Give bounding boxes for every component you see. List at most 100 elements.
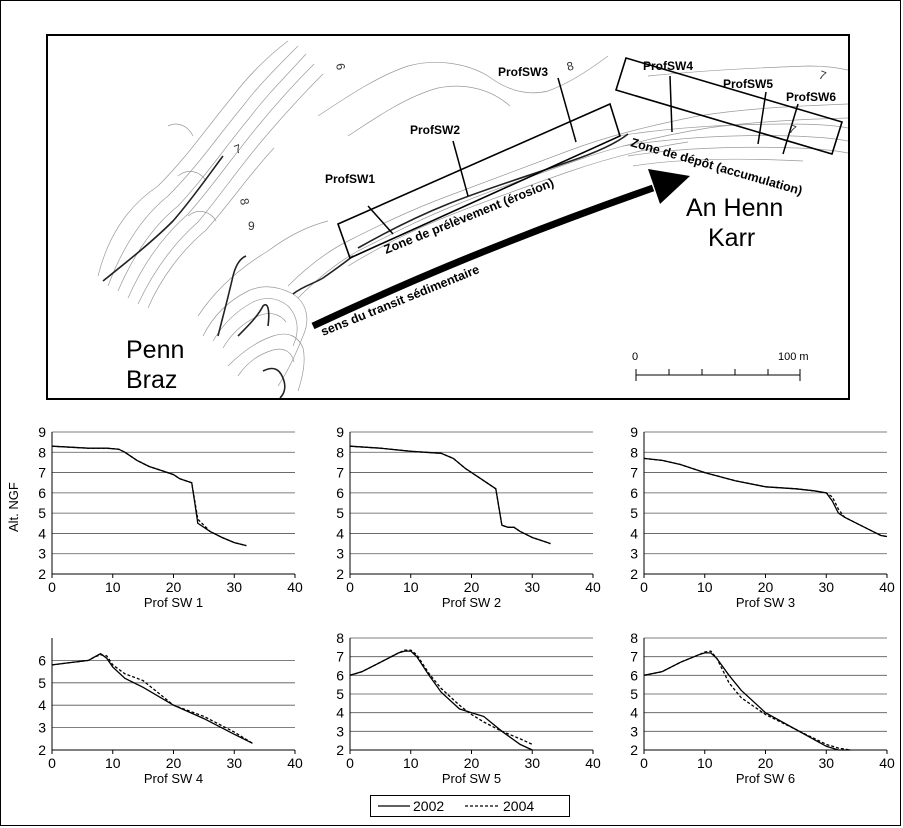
y-tick-label: 5 [336,686,344,702]
x-tick-label: 10 [403,579,419,595]
y-tick-label: 6 [630,485,638,501]
contour-line [237,348,295,377]
y-tick-label: 8 [630,444,638,460]
x-tick-label: 30 [524,579,540,595]
cliff-line [357,133,629,249]
profile-line-sw1 [367,205,394,235]
x-tick-label: 10 [105,579,121,595]
y-tick-label: 5 [630,505,638,521]
contour-line [347,141,689,267]
place-karr: Karr [708,224,755,252]
contour-line [647,65,848,77]
contour-line [187,211,217,222]
y-tick-label: 7 [38,465,46,481]
chart-svg: 2 3 4 5 6 0 10 20 30 40 Prof SW 4 [38,638,303,786]
x-tick-label: 40 [585,755,601,771]
contour-label: 8 [237,197,252,206]
profile-line-sw6 [782,103,799,155]
contour-label: 7 [232,141,243,157]
y-tick-label: 9 [38,424,46,440]
y-tick-label: 6 [38,652,46,668]
contour-line [632,158,804,167]
series-line-2002 [51,652,253,744]
contour-line [347,85,511,137]
y-tick-label: 8 [630,630,638,646]
y-tick-label: 2 [336,566,344,582]
contour-line [97,40,289,277]
scale-end-label: 100 m [778,351,809,363]
x-tick-label: 30 [226,755,242,771]
x-tick-label: 20 [166,579,182,595]
map-panel: ProfSW1 ProfSW2 ProfSW3 ProfSW4 ProfSW5 … [46,34,850,400]
y-tick-label: 4 [630,705,638,721]
y-tick-label: 7 [630,649,638,665]
x-tick-label: 30 [818,755,834,771]
contour-line [147,147,275,309]
y-tick-label: 2 [38,566,46,582]
y-tick-label: 9 [630,424,638,440]
x-tick-label: 20 [758,579,774,595]
contour-label: 7 [787,122,798,138]
series-line-2002 [349,445,551,545]
y-tick-label: 7 [630,465,638,481]
y-tick-label: 8 [38,444,46,460]
series-line-2002 [51,445,247,547]
contour-line [177,171,207,182]
contour-line [137,73,324,305]
series-line-2002 [349,650,533,751]
chart-title: Prof SW 6 [736,771,795,786]
x-tick-label: 10 [403,755,419,771]
x-tick-label: 30 [524,755,540,771]
contour-lines [97,40,848,392]
contour-label: 7 [817,68,828,84]
chart-title: Prof SW 1 [144,595,203,610]
x-tick-label: 20 [464,579,480,595]
profile-label: ProfSW3 [498,65,548,79]
profile-label: ProfSW6 [786,90,836,104]
contour-line [107,45,299,287]
transit-arrow-shaft [311,184,655,330]
y-tick-label: 4 [38,525,46,541]
y-tick-label: 2 [630,742,638,758]
contour-line [202,286,308,387]
series-line-2004 [643,650,851,751]
y-tick-label: 5 [630,686,638,702]
y-tick-label: 6 [630,667,638,683]
profile-label: ProfSW5 [723,77,773,91]
x-tick-label: 20 [464,755,480,771]
series-line-2004 [51,445,247,547]
cliff-line [217,255,247,337]
contour-label: 8 [565,59,575,74]
y-tick-label: 4 [630,525,638,541]
y-tick-label: 5 [38,505,46,521]
y-axis-label: Alt. NGF [6,482,21,532]
x-tick-label: 20 [166,755,182,771]
y-tick-label: 5 [336,505,344,521]
chart-prof-sw3: 2 3 4 5 6 7 8 9 0 10 20 30 40 Prof SW 3 [612,424,902,614]
profile-line-sw2 [452,140,469,197]
legend-label-2002: 2002 [413,798,444,814]
x-tick-label: 10 [697,755,713,771]
x-tick-label: 10 [105,755,121,771]
map-svg: ProfSW1 ProfSW2 ProfSW3 ProfSW4 ProfSW5 … [97,40,848,398]
x-tick-label: 20 [758,755,774,771]
chart-title: Prof SW 4 [144,771,203,786]
cliff-lines [102,133,629,398]
profile-lines [367,75,799,235]
contour-label: 6 [333,62,348,71]
y-tick-label: 3 [630,723,638,739]
contour-line [317,55,609,117]
x-tick-label: 0 [640,755,648,771]
x-tick-label: 0 [48,755,56,771]
contour-line [197,220,329,317]
x-tick-label: 0 [640,579,648,595]
profile-line-sw4 [669,75,673,133]
x-tick-label: 10 [697,579,713,595]
cliff-line [237,304,270,337]
y-tick-label: 4 [336,705,344,721]
contour-line [287,103,848,287]
chart-svg: 2 3 4 5 6 7 8 0 10 20 30 40 Prof SW 6 [630,630,895,786]
chart-title: Prof SW 3 [736,595,795,610]
x-tick-label: 40 [585,579,601,595]
